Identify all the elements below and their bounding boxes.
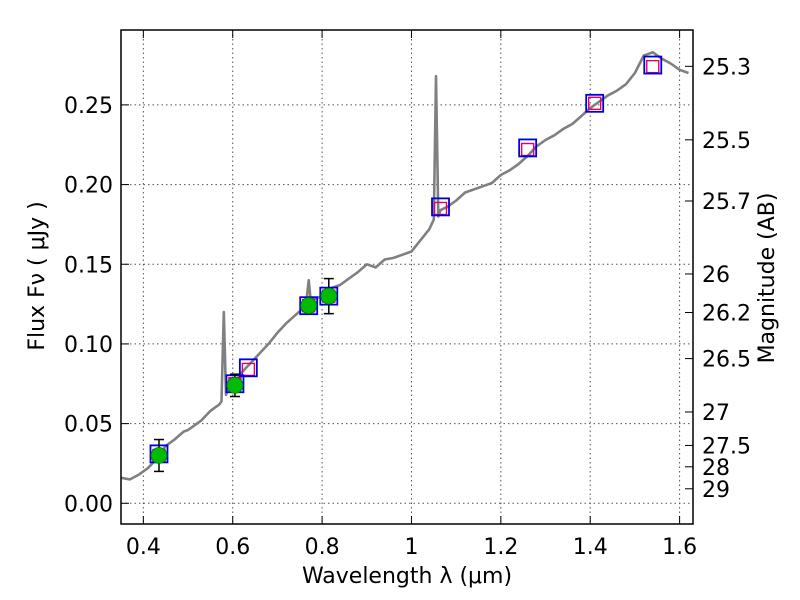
y2-tick-label: 26 bbox=[702, 263, 730, 288]
bandpass-square bbox=[518, 138, 538, 158]
bandpass-square bbox=[585, 93, 605, 113]
x-tick-label: 0.6 bbox=[215, 535, 250, 560]
tick-marks bbox=[121, 30, 693, 524]
x-axis-label: Wavelength λ (μm) bbox=[302, 564, 512, 589]
y-tick-label: 0.00 bbox=[64, 492, 113, 517]
y2-tick-label: 25.7 bbox=[702, 190, 751, 215]
x-tick-label: 0.4 bbox=[126, 535, 161, 560]
model-square bbox=[587, 96, 602, 111]
x-tick-label: 0.8 bbox=[305, 535, 340, 560]
y-axis-label: Flux Fν ( μJy ) bbox=[25, 201, 50, 350]
x-tick-label: 1.6 bbox=[662, 535, 697, 560]
spectrum-line bbox=[120, 51, 689, 481]
model-square bbox=[433, 201, 448, 216]
y2-tick-label: 26.2 bbox=[702, 302, 751, 327]
y-tick-label: 0.05 bbox=[64, 413, 113, 438]
observed-point bbox=[300, 297, 318, 315]
x-tick-label: 1.4 bbox=[573, 535, 608, 560]
y-tick-label: 0.15 bbox=[64, 253, 113, 278]
model-square bbox=[520, 142, 535, 157]
y-tick-label: 0.10 bbox=[64, 333, 113, 358]
observed-point bbox=[226, 376, 244, 394]
y2-tick-label: 25.3 bbox=[702, 55, 751, 80]
y2-tick-label: 25.5 bbox=[702, 129, 751, 154]
y2-tick-label: 29 bbox=[702, 478, 730, 503]
bandpass-square bbox=[643, 55, 663, 75]
y-tick-label: 0.20 bbox=[64, 174, 113, 199]
model-square bbox=[646, 59, 660, 74]
observed-point bbox=[320, 287, 338, 305]
data-layer bbox=[120, 51, 689, 481]
model-square bbox=[241, 362, 256, 377]
y2-tick-label: 28 bbox=[702, 456, 730, 481]
y2-tick-label: 27.5 bbox=[702, 434, 751, 459]
plot-frame bbox=[120, 29, 694, 525]
observed-point bbox=[150, 447, 168, 464]
bandpass-square bbox=[238, 358, 258, 378]
grid-lines bbox=[121, 30, 693, 524]
y-tick-label: 0.25 bbox=[64, 94, 113, 119]
x-tick-label: 1.2 bbox=[483, 535, 518, 560]
y2-tick-label: 27 bbox=[702, 401, 730, 426]
tick-labels: 0.4 0.6 0.8 1 1.2 1.4 1.6 0.00 0.05 0.10 0.15 0.20 0… bbox=[64, 55, 751, 560]
y2-tick-label: 26.5 bbox=[702, 348, 751, 373]
bandpass-square bbox=[299, 296, 319, 316]
bandpass-square bbox=[431, 197, 450, 217]
y2-axis-label: Magnitude (AB) bbox=[755, 193, 780, 364]
x-tick-label: 1 bbox=[404, 535, 418, 560]
